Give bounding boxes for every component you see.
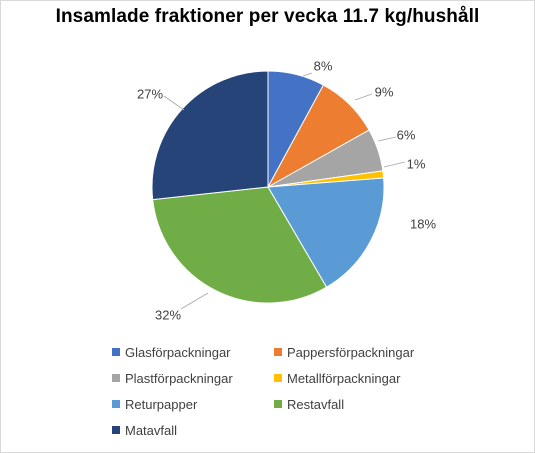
data-label-matavfall: 27% <box>137 86 163 101</box>
leader-line-metallforpackningar <box>383 161 406 168</box>
leader-line-glasforpackningar <box>302 72 313 77</box>
data-label-metallforpackningar: 1% <box>407 156 426 171</box>
legend-label: Returpapper <box>125 396 198 412</box>
pie-slice-returpapper <box>267 177 385 288</box>
legend-swatch <box>112 400 120 408</box>
legend-label: Metallförpackningar <box>287 370 401 386</box>
legend-swatch <box>112 426 120 434</box>
data-label-returpapper: 18% <box>410 216 436 231</box>
chart-title: Insamlade fraktioner per vecka 11.7 kg/h… <box>55 6 480 27</box>
legend-label: Plastförpackningar <box>125 370 233 386</box>
legend-label: Glasförpackningar <box>125 344 231 360</box>
legend-swatch <box>112 374 120 382</box>
legend-swatch <box>274 374 282 382</box>
legend-item-pappersforpackningar: Pappersförpackningar <box>274 342 442 362</box>
legend-item-metallforpackningar: Metallförpackningar <box>274 368 442 388</box>
legend-item-plastforpackningar: Plastförpackningar <box>112 368 274 388</box>
leader-line-restavfall <box>180 292 209 310</box>
legend-swatch <box>274 348 282 356</box>
legend-label: Restavfall <box>287 396 345 412</box>
leader-line-pappersforpackningar <box>354 93 373 101</box>
leader-line-matavfall <box>163 95 185 111</box>
legend: Glasförpackningar Pappersförpackningar Pla… <box>112 342 442 440</box>
data-label-pappersforpackningar: 9% <box>375 84 394 99</box>
leader-line-plastforpackningar <box>377 136 397 142</box>
pie-slice-restavfall <box>152 186 328 304</box>
pie-slice-matavfall <box>151 70 269 201</box>
data-label-restavfall: 32% <box>155 307 181 322</box>
legend-label: Matavfall <box>125 422 178 438</box>
legend-item-restavfall: Restavfall <box>274 394 442 414</box>
legend-item-returpapper: Returpapper <box>112 394 274 414</box>
legend-label: Pappersförpackningar <box>287 344 415 360</box>
data-label-glasforpackningar: 8% <box>314 58 333 73</box>
data-label-plastforpackningar: 6% <box>397 127 416 142</box>
legend-item-glasforpackningar: Glasförpackningar <box>112 342 274 362</box>
legend-swatch <box>112 348 120 356</box>
legend-swatch <box>274 400 282 408</box>
legend-item-matavfall: Matavfall <box>112 420 274 440</box>
